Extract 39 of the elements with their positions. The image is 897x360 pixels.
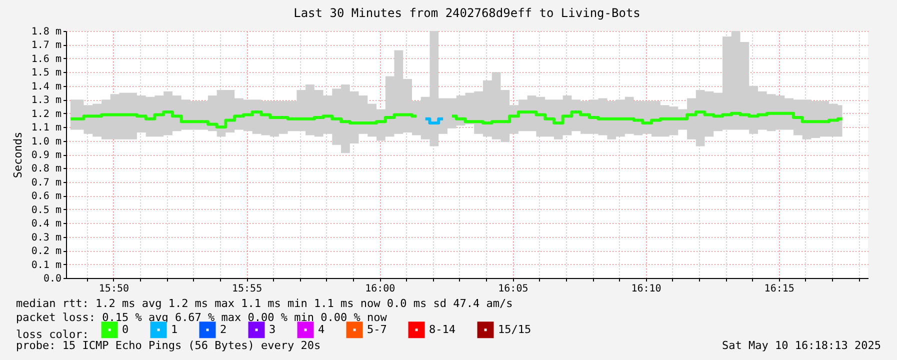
y-tick-label: 0.4 m [31, 218, 62, 230]
y-tick-label: 0.2 m [31, 246, 62, 258]
y-tick-label: 1.1 m [31, 122, 62, 134]
y-tick-label: 0.5 m [31, 204, 62, 216]
y-axis-title: Seconds [11, 132, 24, 178]
y-tick-label: 1.6 m [31, 54, 62, 65]
legend-label: 0 [122, 322, 129, 336]
y-tick-label: 0.7 m [31, 177, 62, 188]
legend-label: 1 [171, 322, 178, 336]
y-tick-label: 1.5 m [31, 68, 62, 79]
x-tick-label: 16:00 [365, 284, 396, 294]
y-tick-label: 0.3 m [31, 232, 62, 244]
y-tick-label: 1.2 m [31, 108, 62, 120]
x-tick-label: 16:15 [764, 284, 794, 294]
y-tick-label: 1.4 m [31, 81, 62, 92]
y-tick-label: 0.1 m [31, 260, 62, 271]
y-tick-label: 0.9 m [31, 150, 62, 161]
legend-label: 5-7 [367, 322, 387, 336]
legend-label: 8-14 [429, 322, 456, 336]
legend-label: 2 [220, 322, 227, 336]
legend-label: 15/15 [498, 322, 532, 336]
x-tick-label: 16:10 [631, 284, 662, 294]
text: median rtt: 1.2 ms avg 1.2 ms max 1.1 ms min 1.1 ms now 0.0 ms sd 47.4 am/s [16, 297, 513, 310]
y-tick-label: 1.7 m [31, 40, 62, 52]
text: Sat May 10 16:18:13 2025 [722, 339, 881, 352]
text: probe: 15 ICMP Echo Pings (56 Bytes) every 20s [16, 339, 321, 352]
y-tick-label: 0.6 m [31, 191, 62, 202]
legend-label: 3 [269, 322, 276, 336]
legend-label: 4 [318, 322, 325, 336]
legend-title: loss color: [16, 328, 89, 341]
y-tick-label: 0.8 m [31, 164, 62, 175]
y-tick-label: 1.3 m [31, 95, 62, 106]
x-tick-label: 15:55 [232, 284, 262, 294]
x-tick-label: 15:50 [98, 284, 130, 294]
chart-title: Last 30 Minutes from 2402768d9eff to Living-Bots [294, 6, 640, 20]
y-tick-label: 1.8 m [31, 26, 62, 38]
y-tick-label: 1.0 m [31, 136, 62, 148]
x-tick-label: 16:05 [498, 284, 528, 294]
y-tick-label: 0.0 [43, 274, 62, 284]
